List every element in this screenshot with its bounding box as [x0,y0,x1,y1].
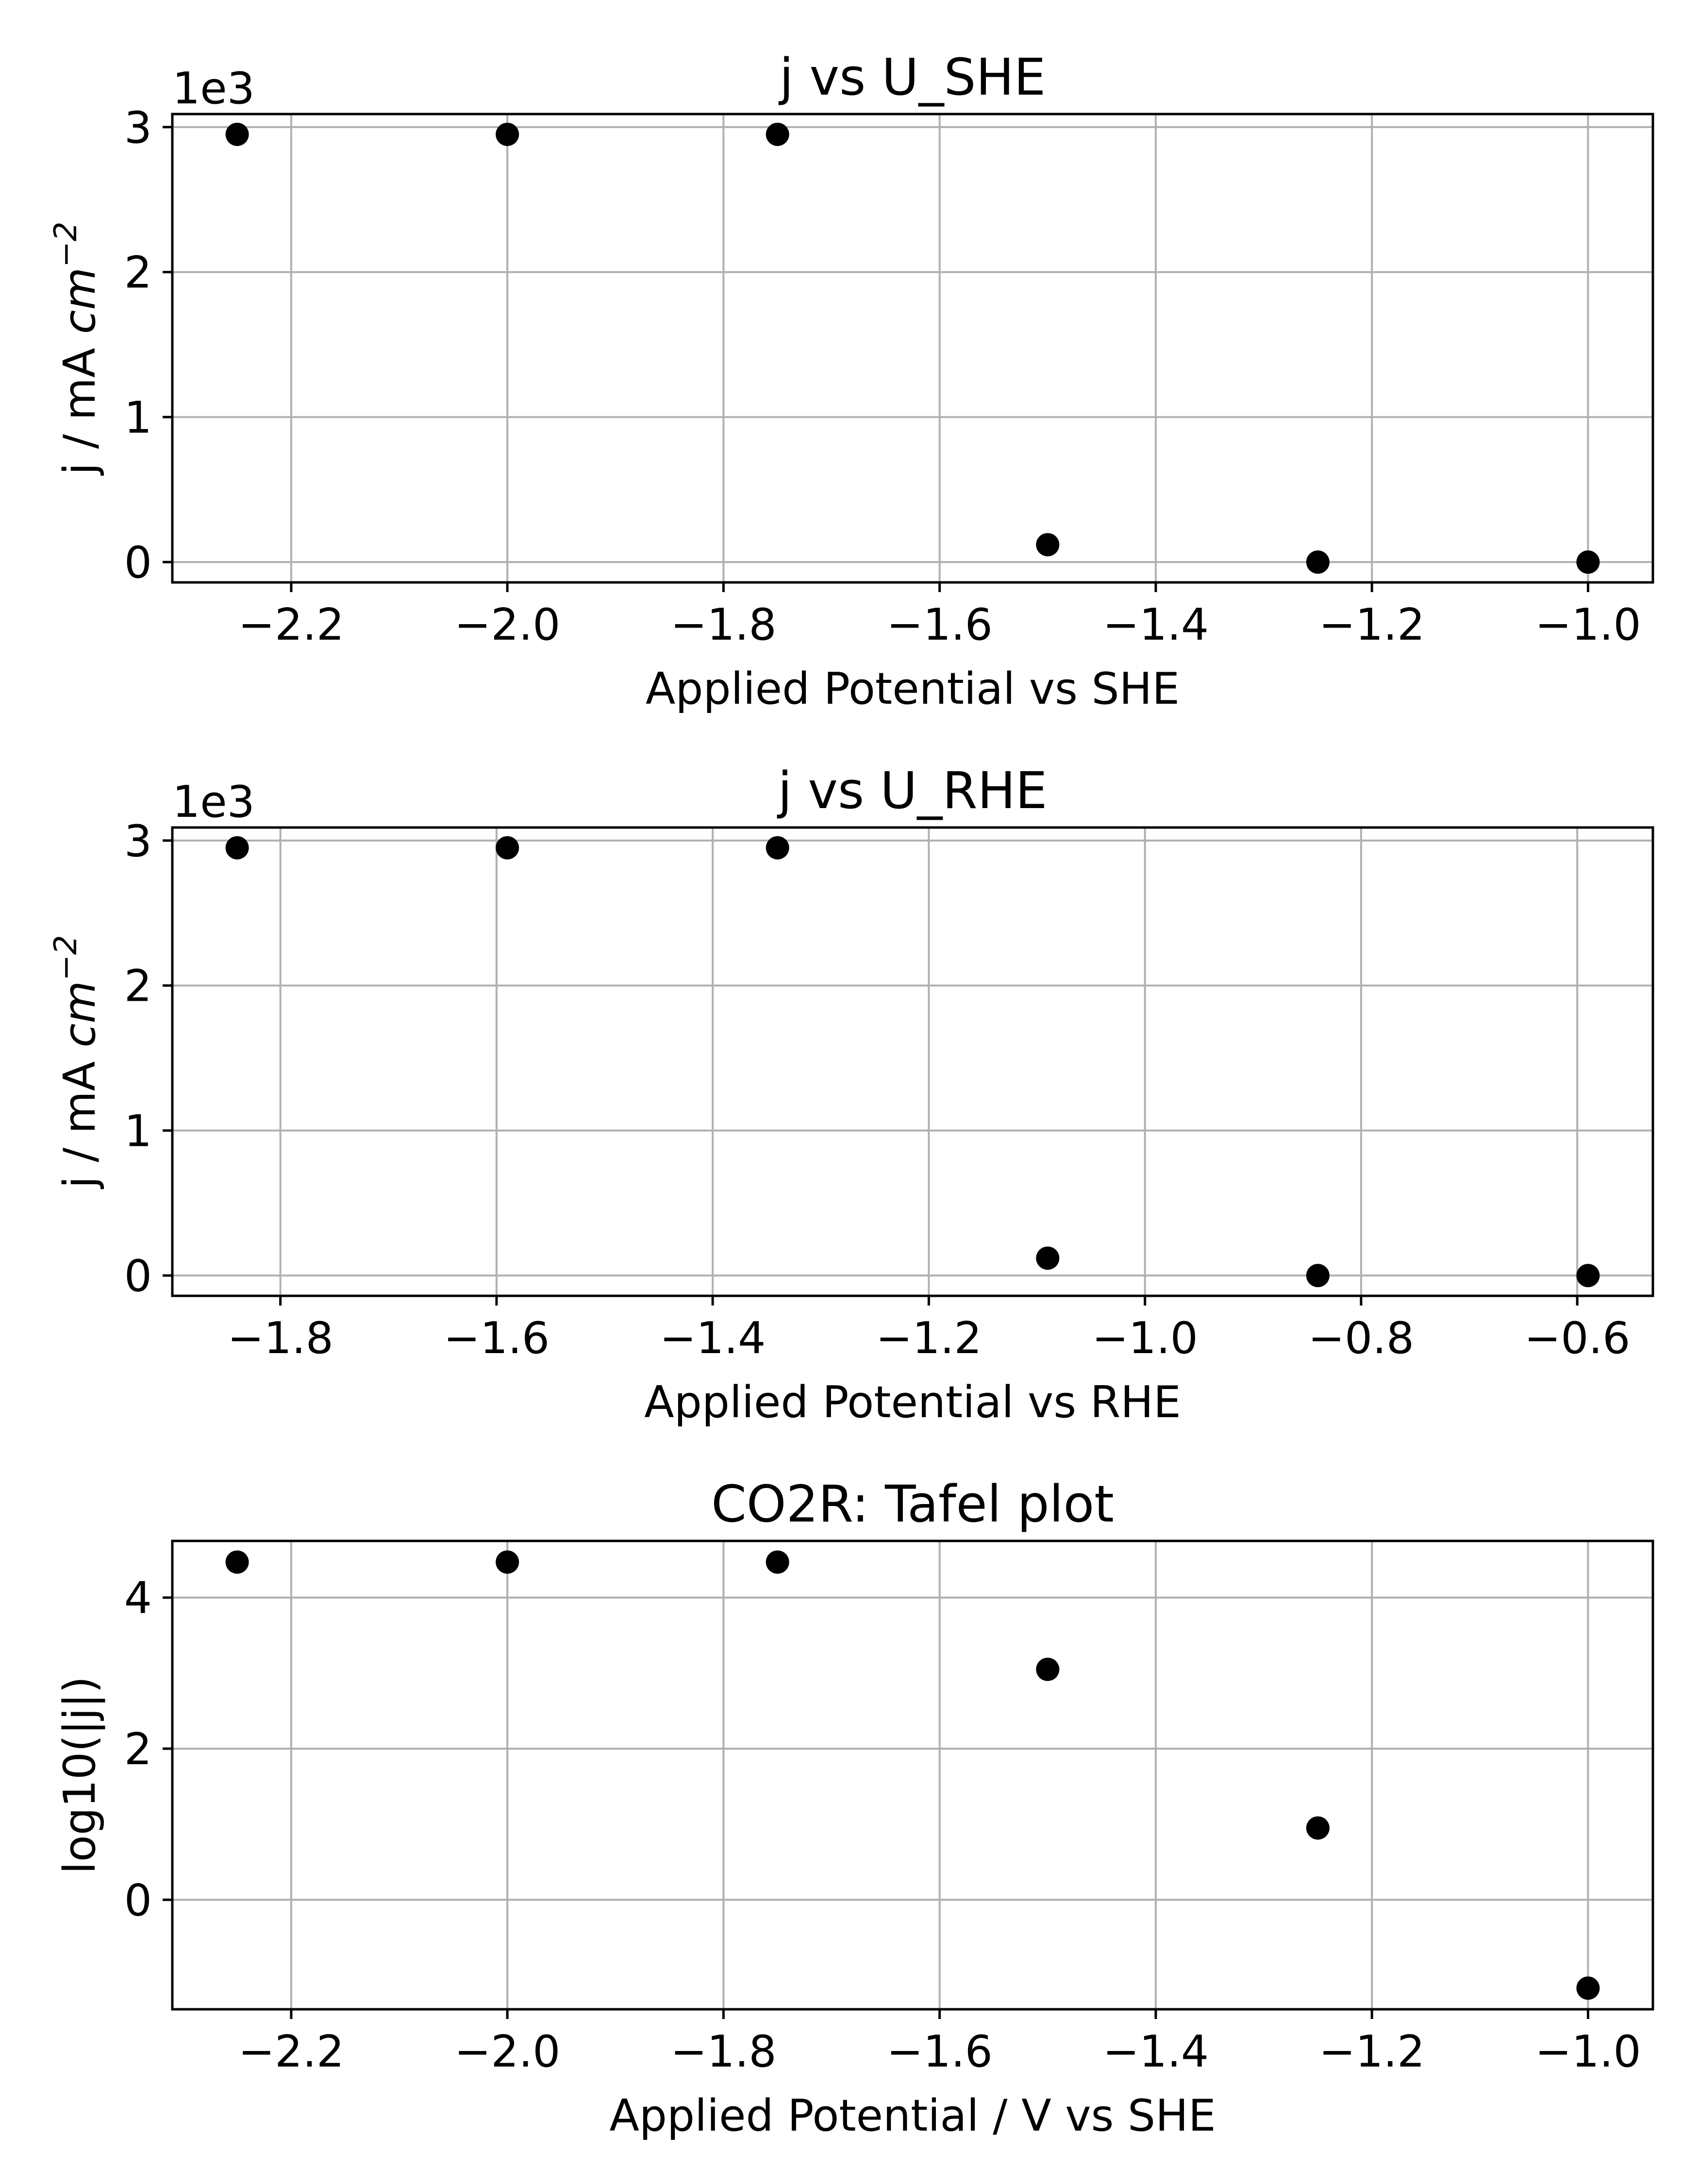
x-tick-label: −1.2 [876,1313,982,1364]
y-tick-label: 1 [124,1106,152,1157]
x-tick-label: −2.0 [454,599,561,650]
y-axis-label-unit: cm [54,267,105,334]
x-tick-label: −0.8 [1308,1313,1415,1364]
y-tick-label: 3 [124,816,152,867]
y-tick-label: 0 [124,1875,152,1926]
x-tick-label: −1.8 [227,1313,333,1364]
data-point [1036,1246,1060,1270]
data-point [496,836,519,860]
y-axis-label-exponent: −2 [48,222,84,267]
x-tick-label: −1.2 [1319,599,1425,650]
data-point [496,1550,519,1574]
x-tick-label: −1.2 [1319,2026,1425,2077]
data-point [225,1550,249,1574]
y-axis-label-unit: cm [54,981,105,1047]
data-point [1306,1816,1330,1840]
axes-frame [171,1539,1654,2011]
x-axis-label: Applied Potential vs SHE [646,663,1180,714]
data-point [1306,1264,1330,1288]
y-axis-label-text: j / mA [54,1047,105,1189]
x-axis-label: Applied Potential vs RHE [644,1377,1181,1428]
x-tick-label: −1.6 [444,1313,550,1364]
x-tick-label: −1.0 [1535,2026,1641,2077]
axes-frame [171,826,1654,1297]
x-tick-label: −1.8 [670,599,777,650]
y-tick-label: 3 [124,102,152,153]
data-point [1036,1657,1060,1681]
x-axis-label: Applied Potential / V vs SHE [609,2090,1216,2141]
y-axis-label-text: j / mA [54,334,105,476]
data-point [766,122,789,146]
y-axis-label: j / mA cm−2 [48,222,105,476]
y-tick-label: 2 [124,961,152,1012]
chart-panel-2: −1.8 −1.6 −1.4 −1.2 −1.0 −0.8 −0.6 0 1 2 3 j vs U_R… [48,761,1654,1428]
x-tick-label: −1.0 [1535,599,1641,650]
data-point [766,836,789,860]
data-point [1576,1976,1600,2000]
x-tick-label: −1.8 [670,2026,777,2077]
chart-title: j vs U_SHE [779,48,1046,107]
axes-frame [171,113,1654,584]
y-tick-label: 0 [124,537,152,588]
data-point [766,1550,789,1574]
x-tick-label: −1.6 [886,2026,993,2077]
data-point [496,122,519,146]
x-tick-label: −1.4 [1103,599,1209,650]
chart-panel-1: −2.2 −2.0 −1.8 −1.6 −1.4 −1.2 −1.0 0 1 2 3 j vs U_S… [48,48,1654,714]
x-tick-label: −2.0 [454,2026,561,2077]
data-point [225,122,249,146]
y-offset-label: 1e3 [172,777,255,827]
data-point [1576,550,1600,574]
x-tick-label: −1.6 [886,599,993,650]
y-axis-label: log10(|j|) [54,1676,105,1874]
y-tick-label: 0 [124,1251,152,1302]
y-tick-label: 1 [124,392,152,443]
data-point [1576,1264,1600,1288]
x-tick-label: −2.2 [238,599,345,650]
y-offset-label: 1e3 [172,63,255,114]
y-tick-label: 4 [124,1573,152,1624]
chart-title: j vs U_RHE [777,761,1047,820]
x-tick-label: −1.4 [660,1313,766,1364]
data-point [1036,533,1060,557]
y-tick-label: 2 [124,1724,152,1775]
data-point [225,836,249,860]
chart-panel-3: −2.2 −2.0 −1.8 −1.6 −1.4 −1.2 −1.0 0 2 4 CO2R: Taf… [54,1474,1654,2141]
x-tick-label: −2.2 [238,2026,345,2077]
chart-title: CO2R: Tafel plot [711,1474,1114,1534]
y-axis-label-exponent: −2 [48,935,84,981]
y-tick-label: 2 [124,248,152,298]
x-tick-label: −0.6 [1524,1313,1631,1364]
data-point [1306,550,1330,574]
x-tick-label: −1.4 [1103,2026,1209,2077]
y-axis-label: j / mA cm−2 [48,935,105,1190]
x-tick-label: −1.0 [1092,1313,1198,1364]
